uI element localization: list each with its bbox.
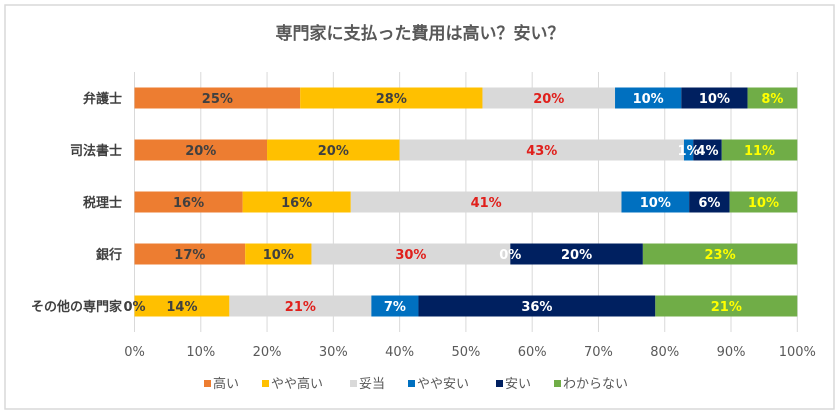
data-label: 10% bbox=[633, 92, 664, 107]
bar-segment bbox=[683, 139, 694, 161]
bar-segment bbox=[134, 191, 243, 213]
bar-segment bbox=[134, 139, 268, 161]
data-label: 16% bbox=[281, 196, 312, 211]
legend-item: やや安い bbox=[408, 377, 469, 392]
legend-item: 高い bbox=[204, 376, 239, 392]
data-label: 4% bbox=[696, 144, 718, 159]
legend-item: 妥当 bbox=[350, 377, 385, 392]
x-tick-label: 70% bbox=[584, 345, 613, 360]
data-label: 10% bbox=[748, 196, 779, 211]
data-label: 20% bbox=[185, 144, 216, 159]
bar-segment bbox=[300, 87, 483, 109]
bar-segment bbox=[681, 87, 748, 109]
legend-item: やや高い bbox=[262, 376, 323, 392]
data-label: 20% bbox=[561, 248, 592, 263]
data-label: 8% bbox=[761, 92, 783, 107]
bar-segment bbox=[510, 243, 643, 265]
x-tick-label: 80% bbox=[650, 345, 679, 360]
legend-marker bbox=[496, 380, 503, 387]
category-label: 銀行 bbox=[96, 247, 122, 263]
bar-segment bbox=[418, 295, 656, 317]
legend-marker bbox=[350, 380, 357, 387]
data-label: 43% bbox=[526, 144, 557, 159]
bar-segment bbox=[721, 139, 798, 161]
x-tick-label: 30% bbox=[319, 345, 348, 360]
bar-segment bbox=[242, 191, 351, 213]
legend: 高い やや高い 妥当 やや安い 安い わからない bbox=[204, 376, 628, 392]
legend-marker bbox=[554, 380, 561, 387]
x-tick-label: 0% bbox=[124, 345, 145, 360]
legend-label: 高い bbox=[213, 376, 239, 392]
bar-segment bbox=[371, 295, 419, 317]
x-tick-label: 50% bbox=[451, 345, 480, 360]
bar-segment bbox=[615, 87, 682, 109]
data-label: 1% bbox=[678, 144, 700, 159]
category-label: 税理士 bbox=[83, 195, 122, 211]
data-label: 21% bbox=[285, 300, 316, 315]
x-tick-label: 90% bbox=[717, 345, 746, 360]
bar-segment bbox=[134, 243, 246, 265]
bar-segment bbox=[311, 243, 511, 265]
x-tick-label: 100% bbox=[779, 345, 816, 360]
legend-label: やや高い bbox=[271, 376, 323, 392]
value-axis: 0% 10% 20% 30% 40% 50% 60% 70% 80% 90% 100% bbox=[124, 345, 816, 360]
data-label: 17% bbox=[174, 248, 205, 263]
data-label: 0% bbox=[123, 300, 145, 315]
data-label: 23% bbox=[705, 248, 736, 263]
chart-title: 専門家に支払った費用は高い？安い？ bbox=[276, 23, 565, 44]
legend-label: 妥当 bbox=[359, 377, 385, 392]
data-label: 7% bbox=[384, 300, 406, 315]
bar-segment bbox=[693, 139, 722, 161]
legend-marker bbox=[408, 380, 415, 387]
x-tick-label: 20% bbox=[253, 345, 282, 360]
bar-segment bbox=[399, 139, 684, 161]
legend-label: 安い bbox=[505, 377, 531, 392]
data-label: 21% bbox=[711, 300, 742, 315]
data-label: 14% bbox=[166, 300, 197, 315]
legend-label: やや安い bbox=[417, 377, 469, 392]
bar-segment bbox=[689, 191, 730, 213]
data-label: 30% bbox=[395, 248, 426, 263]
bar-segment bbox=[229, 295, 372, 317]
data-label: 41% bbox=[471, 196, 502, 211]
bar-segment bbox=[267, 139, 400, 161]
x-tick-label: 10% bbox=[186, 345, 215, 360]
bar-segment bbox=[350, 191, 622, 213]
bar-segment bbox=[134, 87, 301, 109]
legend-item: わからない bbox=[554, 377, 628, 392]
bar-segment bbox=[747, 87, 798, 109]
data-label: 28% bbox=[376, 92, 407, 107]
category-label: 司法書士 bbox=[70, 143, 122, 159]
bar-segment bbox=[134, 295, 230, 317]
data-labels: 25% 28% 20% 10% 10% 8% 20% 20% 43% 1%4% 11% 16% 16% 4… bbox=[123, 92, 783, 315]
legend-marker bbox=[204, 380, 211, 387]
data-label: 20% bbox=[533, 92, 564, 107]
data-label: 11% bbox=[744, 144, 775, 159]
legend-marker bbox=[262, 380, 269, 387]
bar-segment bbox=[642, 243, 798, 265]
bar-segment bbox=[245, 243, 312, 265]
legend-item: 安い bbox=[496, 377, 531, 392]
x-tick-label: 40% bbox=[385, 345, 414, 360]
bar-segment bbox=[482, 87, 616, 109]
data-label: 0% bbox=[499, 248, 521, 263]
bar-segment bbox=[655, 295, 798, 317]
data-label: 6% bbox=[698, 196, 720, 211]
legend-label: わからない bbox=[563, 377, 628, 392]
data-label: 16% bbox=[173, 196, 204, 211]
x-tick-label: 60% bbox=[518, 345, 547, 360]
data-label: 10% bbox=[640, 196, 671, 211]
bar-segment bbox=[729, 191, 798, 213]
data-label: 25% bbox=[202, 92, 233, 107]
data-label: 10% bbox=[263, 248, 294, 263]
bars bbox=[134, 87, 798, 317]
data-label: 36% bbox=[521, 300, 552, 315]
category-label: その他の専門家 bbox=[31, 299, 123, 315]
category-label: 弁護士 bbox=[83, 91, 122, 107]
data-label: 10% bbox=[699, 92, 730, 107]
data-label: 20% bbox=[318, 144, 349, 159]
bar-segment bbox=[621, 191, 690, 213]
